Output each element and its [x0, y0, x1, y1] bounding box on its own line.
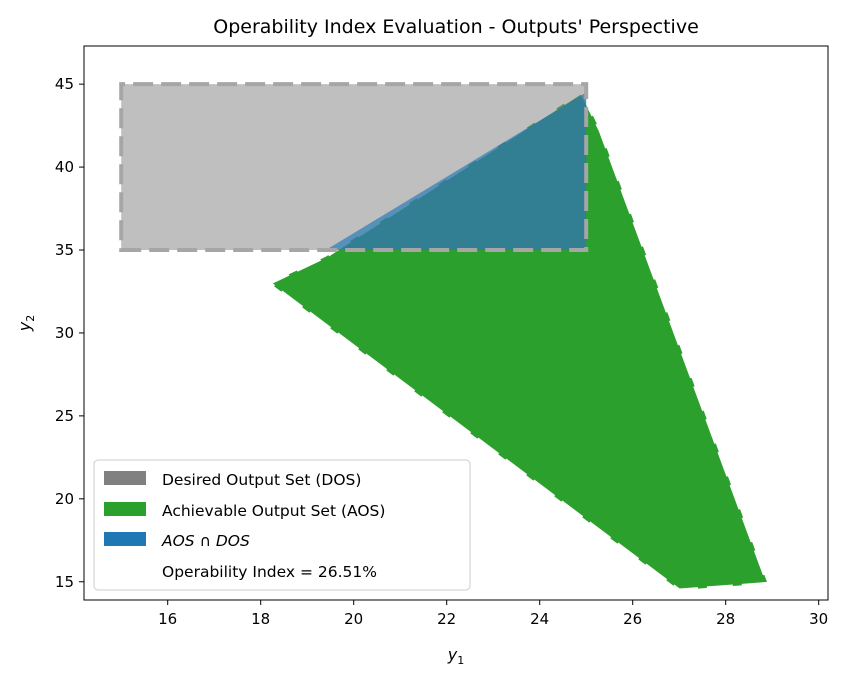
y-tick-label: 20 [55, 490, 74, 508]
x-axis-label-main: y [447, 645, 458, 664]
x-axis: 16 18 20 22 24 26 28 30 [158, 600, 828, 628]
y-axis: 15 20 25 30 35 40 45 [55, 75, 84, 591]
operability-index-annotation: Operability Index = 26.51% [162, 563, 377, 581]
y-axis-label: y2 [15, 315, 37, 332]
legend-label-intersection-aos: AOS [161, 532, 195, 550]
plot-frame [83, 45, 829, 601]
x-tick-label: 24 [530, 610, 549, 628]
x-tick-label: 22 [437, 610, 456, 628]
y-tick-label: 25 [55, 407, 74, 425]
y-tick-label: 15 [55, 573, 74, 591]
x-tick-label: 26 [623, 610, 642, 628]
y-axis-label-main: y [15, 321, 34, 332]
x-tick-label: 30 [809, 610, 828, 628]
x-axis-label-sub: 1 [457, 654, 464, 667]
x-tick-label: 16 [158, 610, 177, 628]
legend-label-intersection-dos: DOS [216, 532, 250, 550]
legend-label-dos: Desired Output Set (DOS) [162, 471, 361, 489]
regions-layer [119, 82, 769, 592]
aos-boundary [268, 90, 769, 592]
y-tick-label: 45 [55, 75, 74, 93]
x-tick-label: 28 [716, 610, 735, 628]
x-tick-label: 18 [251, 610, 270, 628]
y-tick-label: 35 [55, 241, 74, 259]
legend-swatch-intersection [104, 532, 146, 546]
legend-box [93, 459, 471, 591]
y-tick-label: 30 [55, 324, 74, 342]
y-tick-label: 40 [55, 158, 74, 176]
legend-label-intersection: AOS ∩ DOS [161, 532, 250, 550]
y-axis-label-sub: 2 [24, 315, 37, 322]
chart-title: Operability Index Evaluation - Outputs' … [213, 16, 699, 38]
x-tick-label: 20 [344, 610, 363, 628]
legend-swatch-dos [104, 471, 146, 485]
legend-label-aos: Achievable Output Set (AOS) [162, 502, 385, 520]
dos-boundary [119, 82, 589, 252]
legend-label-intersection-symbol: ∩ [195, 532, 216, 550]
legend-swatch-aos [104, 502, 146, 516]
legend: Desired Output Set (DOS) Achievable Outp… [93, 459, 471, 591]
intersection-region [325, 92, 587, 251]
x-axis-label: y1 [447, 645, 464, 667]
